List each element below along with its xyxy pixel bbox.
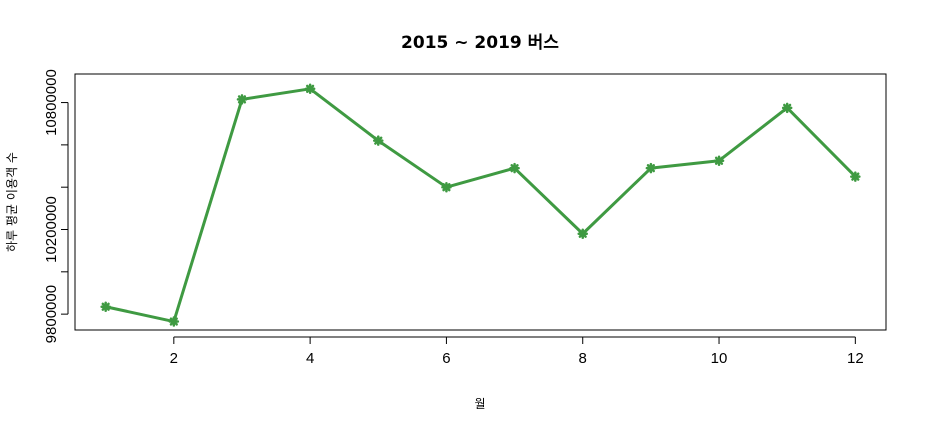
y-axis: 9800000 10200000 10800000 <box>43 69 69 343</box>
data-point-marker <box>713 155 725 166</box>
x-axis: 2 4 6 8 10 12 <box>170 336 864 367</box>
x-tick-label: 6 <box>442 350 450 367</box>
x-tick-label: 8 <box>579 350 587 367</box>
data-point-marker <box>850 171 861 182</box>
x-tick-label: 2 <box>170 350 178 367</box>
data-point-marker <box>373 135 384 146</box>
series-polyline <box>105 87 857 324</box>
x-tick-label: 4 <box>306 350 314 367</box>
data-point-marker <box>100 301 111 312</box>
x-tick-label: 10 <box>711 350 728 367</box>
y-tick-label: 10800000 <box>43 69 60 136</box>
data-point-marker <box>509 162 520 174</box>
plot-area <box>74 73 887 331</box>
x-axis-label: 월 <box>474 397 485 411</box>
chart-title: 2015 ~ 2019 버스 <box>401 33 559 53</box>
series-line <box>100 83 861 327</box>
data-point-marker <box>577 228 588 239</box>
x-tick-label: 12 <box>847 350 864 367</box>
data-point-marker <box>645 162 657 174</box>
y-tick-label: 9800000 <box>43 285 60 343</box>
data-point-marker <box>304 83 316 95</box>
data-point-marker <box>236 94 248 105</box>
data-point-marker <box>781 102 793 114</box>
data-point-marker <box>441 181 452 193</box>
y-axis-label: 하루 평균 이용객 수 <box>5 152 19 252</box>
y-tick-label: 10200000 <box>43 196 60 263</box>
data-point-marker <box>168 316 180 327</box>
